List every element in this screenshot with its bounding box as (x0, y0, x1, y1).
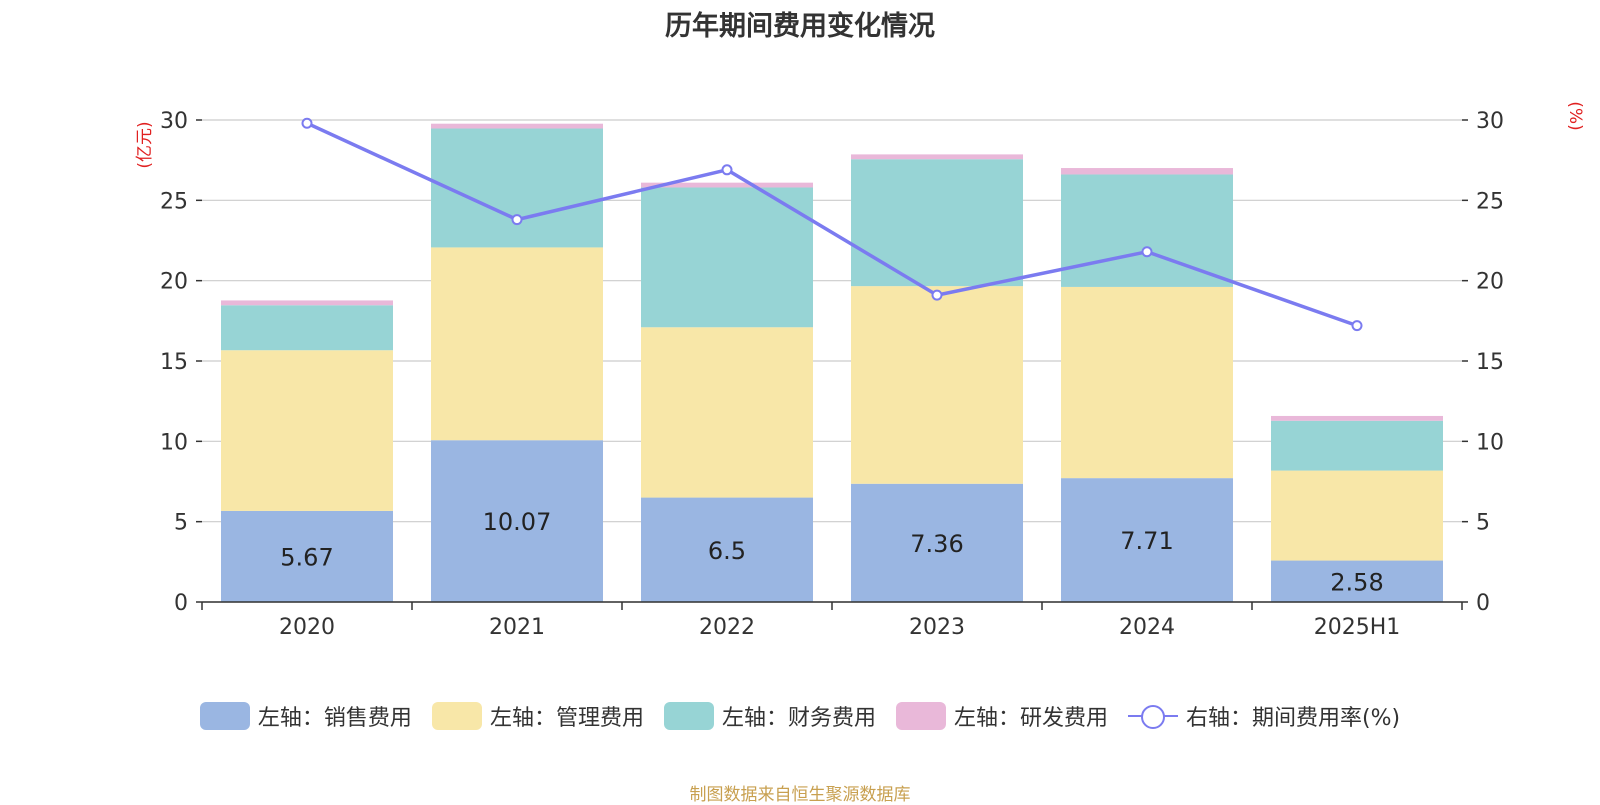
bar-data-label: 7.36 (910, 530, 963, 558)
y-left-axis-label: (亿元) (135, 121, 155, 168)
bar-segment (431, 128, 603, 248)
chart-title: 历年期间费用变化情况 (665, 11, 935, 42)
bar-segment (1271, 560, 1443, 602)
legend-label: 左轴：研发费用 (953, 706, 1108, 731)
bar-data-label: 7.71 (1120, 527, 1173, 555)
bar-segment (221, 305, 393, 351)
rate-point (511, 214, 523, 226)
bar-segment (221, 300, 393, 306)
bar-data-label: 6.5 (708, 537, 746, 565)
legend-item[interactable]: 右轴：期间费用率(%) (1127, 700, 1401, 732)
bar-segment (641, 327, 813, 498)
rate-point (931, 289, 943, 301)
y-right-tick-label: 25 (1476, 189, 1504, 214)
bar-segment (641, 182, 813, 188)
y-left-tick-label: 20 (160, 270, 188, 295)
y-left-tick-label: 30 (160, 109, 188, 134)
legend-swatch (199, 702, 250, 730)
bar-segment (1271, 415, 1443, 421)
y-right-tick-label: 20 (1476, 270, 1504, 295)
bar-segment (1061, 478, 1233, 602)
rate-point (301, 117, 313, 129)
y-left-tick-label: 15 (160, 350, 188, 375)
y-right-tick-label: 30 (1476, 109, 1504, 134)
legend-label: 左轴：管理费用 (489, 706, 644, 731)
legend-label: 右轴：期间费用率(%) (1185, 706, 1401, 731)
y-left-tick-label: 10 (160, 430, 188, 455)
bar-segment (221, 350, 393, 511)
bar-segment (851, 286, 1023, 484)
legend-label: 左轴：财务费用 (721, 706, 876, 731)
bar-segment (1061, 174, 1233, 287)
y-right-tick-label: 15 (1476, 350, 1504, 375)
bar-segment (431, 440, 603, 602)
bar-segment (221, 510, 393, 602)
x-tick-label: 2021 (489, 615, 545, 640)
bar-segment (1061, 286, 1233, 479)
bar-segment (851, 483, 1023, 602)
x-tick-label: 2022 (699, 615, 755, 640)
bar-segment (431, 247, 603, 441)
rate-point (1351, 320, 1363, 332)
x-tick-label: 2023 (909, 615, 965, 640)
y-left-tick-label: 5 (174, 511, 188, 536)
legend-item[interactable]: 左轴：销售费用 (199, 700, 412, 732)
bar-data-label: 2.58 (1330, 568, 1383, 596)
source-note: 制图数据来自恒生聚源数据库 (689, 785, 911, 805)
y-left-tick-label: 0 (174, 591, 188, 616)
bar-segment (431, 123, 603, 129)
y-right-tick-label: 10 (1476, 430, 1504, 455)
legend-label: 左轴：销售费用 (257, 706, 412, 731)
bar-segment (641, 187, 813, 328)
legend: 左轴：销售费用 左轴：管理费用 左轴：财务费用 左轴：研发费用 右轴：期间费用率(%) (0, 700, 1600, 732)
y-right-axis-label: (%) (1565, 101, 1585, 130)
bar-segment (1061, 168, 1233, 175)
y-right-tick-label: 0 (1476, 591, 1490, 616)
rate-point (721, 164, 733, 176)
bar-segment (641, 497, 813, 602)
x-tick-label: 2024 (1119, 615, 1175, 640)
legend-swatch (663, 702, 714, 730)
rate-point (1141, 246, 1153, 258)
legend-line-marker-icon (1127, 702, 1178, 730)
legend-item[interactable]: 左轴：管理费用 (431, 700, 644, 732)
x-tick-label: 2020 (279, 615, 335, 640)
bar-data-label: 5.67 (280, 543, 333, 571)
bar-segment (851, 159, 1023, 287)
y-right-tick-label: 5 (1476, 511, 1490, 536)
bar-data-label: 10.07 (483, 508, 552, 536)
bar-segment (851, 154, 1023, 160)
x-tick-label: 2025H1 (1314, 615, 1401, 640)
bar-segment (1271, 470, 1443, 561)
legend-swatch (431, 702, 482, 730)
bar-segment (1271, 420, 1443, 471)
legend-swatch (895, 702, 946, 730)
rate-line (306, 121, 1358, 328)
legend-item[interactable]: 左轴：研发费用 (895, 700, 1108, 732)
y-left-tick-label: 25 (160, 189, 188, 214)
legend-item[interactable]: 左轴：财务费用 (663, 700, 876, 732)
